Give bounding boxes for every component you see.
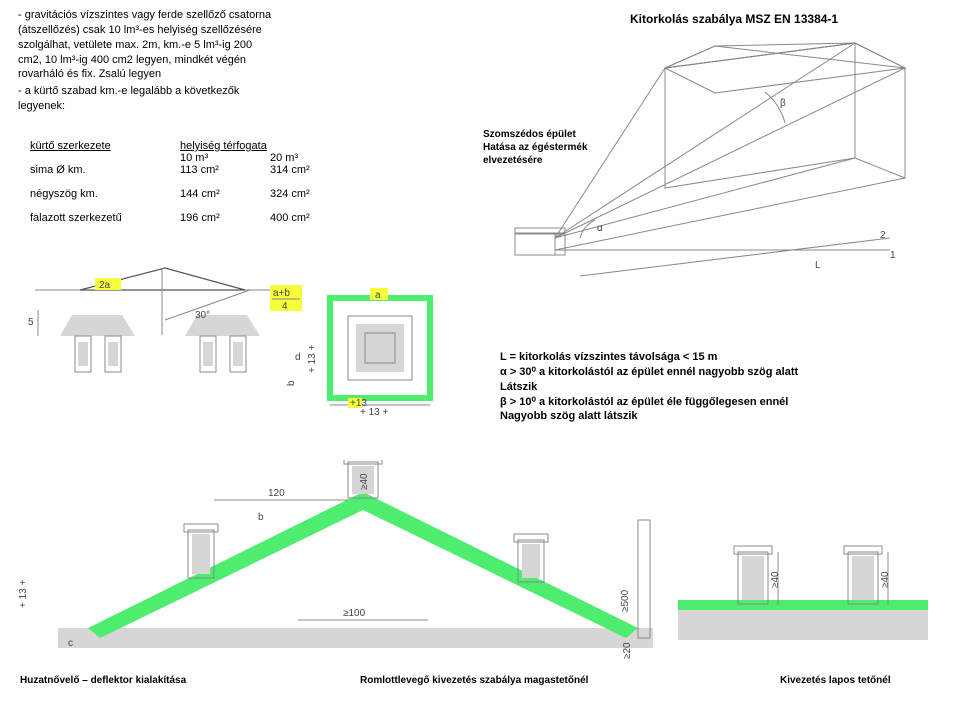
tr3-c3: 400 cm²	[270, 212, 360, 224]
rule-l3: Látszik	[500, 380, 920, 395]
lbl-13-y: +13	[350, 398, 367, 409]
chimney-cap-figures: 2a 30° a+b 4 5 d	[20, 260, 440, 460]
th-volume: helyiség térfogata	[180, 140, 360, 152]
lbl-b: b	[258, 512, 264, 523]
caption-2: Romlottlevegő kivezetés szabálya magaste…	[358, 674, 688, 687]
lbl-4: 4	[282, 301, 288, 312]
rule-l1: L = kitorkolás vízszintes távolsága < 15…	[500, 350, 920, 365]
caption-1: Huzatnővelő – deflektor kialakítása	[18, 674, 278, 687]
lbl-flat40-2: ≥40	[880, 571, 891, 588]
flue-table: kürtő szerkezete helyiség térfogata 10 m…	[30, 140, 390, 224]
lbl-d: d	[295, 352, 301, 363]
tr2-c2: 144 cm²	[180, 188, 270, 200]
page-root: - gravitációs vízszintes vagy ferde szel…	[0, 0, 960, 713]
p1-l3: szolgálhat, vetülete max. 2m, km.-e 5 lm…	[18, 38, 478, 53]
p2-l2: legyenek:	[18, 99, 478, 114]
th-structure: kürtő szerkezete	[30, 140, 180, 152]
svg-text:α: α	[597, 223, 603, 234]
p1-l5: rovarháló és fix. Zsalú legyen	[18, 67, 478, 82]
captions-row: Huzatnővelő – deflektor kialakítása Roml…	[0, 674, 960, 687]
lbl-120: 120	[268, 488, 285, 499]
rule-title: Kitorkolás szabálya MSZ EN 13384-1	[630, 12, 838, 26]
lbl-flat40-1: ≥40	[770, 571, 781, 588]
lbl-c: c	[68, 638, 73, 649]
lbl-a-plus-b: a+b	[273, 288, 290, 299]
rule-l2: α > 30⁰ a kitorkolástól az épület ennél …	[500, 365, 920, 380]
lbl-5: 5	[28, 317, 34, 328]
dim-L: L	[815, 260, 821, 271]
lbl-p13-roof: + 13 +	[18, 579, 29, 608]
lbl-p13-l: + 13 +	[307, 344, 318, 373]
tr1-c1: sima Ø km.	[30, 164, 180, 176]
lbl-ge20: ≥20	[622, 642, 633, 659]
tr1-c3: 314 cm²	[270, 164, 360, 176]
p1-l4: cm2, 10 lm³-ig 400 cm2 legyen, mindkét v…	[18, 53, 478, 68]
rules-text: L = kitorkolás vízszintes távolsága < 15…	[500, 350, 920, 424]
tr3-c1: falazott szerkezetű	[30, 212, 180, 224]
tr1-c2: 113 cm²	[180, 164, 270, 176]
isometric-figure: L 2 1 α β	[485, 28, 915, 288]
intro-paragraph: - gravitációs vízszintes vagy ferde szel…	[18, 8, 478, 114]
label-1: 1	[890, 250, 896, 261]
p1-l2: (átszellőzés) csak 10 lm³-es helyiség sz…	[18, 23, 478, 38]
roof-section-figure: ≥40 120 ≥100 ≥500 ≥20 b c + 13 +	[18, 460, 942, 660]
th-20m3: 20 m³	[270, 152, 360, 164]
lbl-ge500: ≥500	[620, 589, 631, 612]
lbl-ge100: ≥100	[343, 608, 366, 619]
lbl-ge40-ridge: ≥40	[359, 473, 370, 490]
tr2-c1: négyszög km.	[30, 188, 180, 200]
p2-l1: - a kürtő szabad km.-e legalább a követk…	[18, 84, 478, 99]
tr3-c2: 196 cm²	[180, 212, 270, 224]
rule-l5: Nagyobb szög alatt látszik	[500, 409, 920, 424]
lbl-30deg: 30°	[195, 310, 210, 321]
svg-text:β: β	[780, 98, 786, 109]
th-10m3: 10 m³	[180, 152, 270, 164]
lbl-a: a	[375, 290, 381, 301]
tr2-c3: 324 cm²	[270, 188, 360, 200]
lbl-b-dim: b	[286, 380, 297, 386]
lbl-2a: 2a	[99, 280, 111, 291]
label-2: 2	[880, 230, 886, 241]
p1-l1: - gravitációs vízszintes vagy ferde szel…	[18, 8, 478, 23]
rule-l4: β > 10⁰ a kitorkolástól az épület éle fü…	[500, 395, 920, 410]
caption-3: Kivezetés lapos tetőnél	[778, 674, 958, 687]
